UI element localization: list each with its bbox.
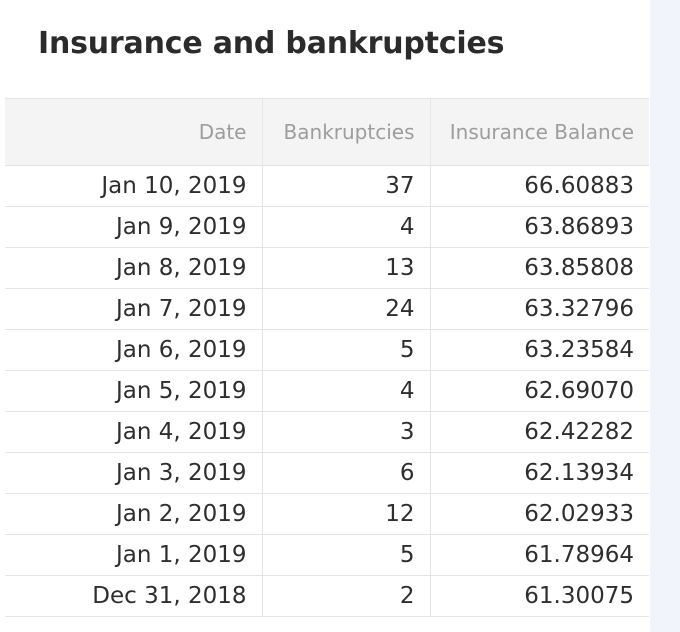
insurance-balance-cell: 62.69070	[430, 370, 649, 412]
bankruptcies-cell: 5	[262, 534, 431, 576]
table-panel: Insurance and bankruptcies Date Bankrupt…	[5, 26, 649, 617]
column-header-insurance-balance[interactable]: Insurance Balance	[430, 98, 649, 166]
table-row: Jan 1, 2019 5 61.78964	[5, 534, 649, 576]
date-cell: Jan 4, 2019	[5, 411, 263, 453]
bankruptcies-cell: 6	[262, 452, 431, 494]
date-cell: Jan 6, 2019	[5, 329, 263, 371]
table-row: Jan 8, 2019 13 63.85808	[5, 247, 649, 289]
date-cell: Jan 8, 2019	[5, 247, 263, 289]
bankruptcies-cell: 13	[262, 247, 431, 289]
insurance-balance-cell: 62.42282	[430, 411, 649, 453]
insurance-balance-cell: 66.60883	[430, 165, 649, 207]
table-row: Jan 3, 2019 6 62.13934	[5, 452, 649, 494]
insurance-balance-cell: 63.32796	[430, 288, 649, 330]
column-header-bankruptcies[interactable]: Bankruptcies	[262, 98, 431, 166]
bankruptcies-cell: 24	[262, 288, 431, 330]
date-cell: Jan 1, 2019	[5, 534, 263, 576]
bankruptcies-cell: 2	[262, 575, 431, 617]
column-header-date[interactable]: Date	[5, 98, 263, 166]
side-strip	[650, 0, 680, 632]
bankruptcies-cell: 3	[262, 411, 431, 453]
insurance-balance-cell: 61.30075	[430, 575, 649, 617]
insurance-balance-cell: 61.78964	[430, 534, 649, 576]
bankruptcies-cell: 4	[262, 206, 431, 248]
bankruptcies-cell: 5	[262, 329, 431, 371]
date-cell: Jan 10, 2019	[5, 165, 263, 207]
date-cell: Jan 9, 2019	[5, 206, 263, 248]
date-cell: Dec 31, 2018	[5, 575, 263, 617]
insurance-balance-cell: 63.23584	[430, 329, 649, 371]
data-table: Date Bankruptcies Insurance Balance Jan …	[5, 98, 649, 617]
insurance-balance-cell: 63.86893	[430, 206, 649, 248]
insurance-balance-cell: 62.13934	[430, 452, 649, 494]
table-row: Jan 2, 2019 12 62.02933	[5, 493, 649, 535]
date-cell: Jan 3, 2019	[5, 452, 263, 494]
date-cell: Jan 7, 2019	[5, 288, 263, 330]
table-row: Jan 7, 2019 24 63.32796	[5, 288, 649, 330]
date-cell: Jan 5, 2019	[5, 370, 263, 412]
bankruptcies-cell: 12	[262, 493, 431, 535]
header-row: Date Bankruptcies Insurance Balance	[5, 98, 649, 166]
table-row: Jan 10, 2019 37 66.60883	[5, 165, 649, 207]
table-row: Jan 4, 2019 3 62.42282	[5, 411, 649, 453]
date-cell: Jan 2, 2019	[5, 493, 263, 535]
insurance-balance-cell: 63.85808	[430, 247, 649, 289]
page-title: Insurance and bankruptcies	[38, 26, 505, 61]
insurance-balance-cell: 62.02933	[430, 493, 649, 535]
table-row: Dec 31, 2018 2 61.30075	[5, 575, 649, 617]
table-row: Jan 5, 2019 4 62.69070	[5, 370, 649, 412]
bankruptcies-cell: 4	[262, 370, 431, 412]
table-row: Jan 9, 2019 4 63.86893	[5, 206, 649, 248]
bankruptcies-cell: 37	[262, 165, 431, 207]
table-row: Jan 6, 2019 5 63.23584	[5, 329, 649, 371]
